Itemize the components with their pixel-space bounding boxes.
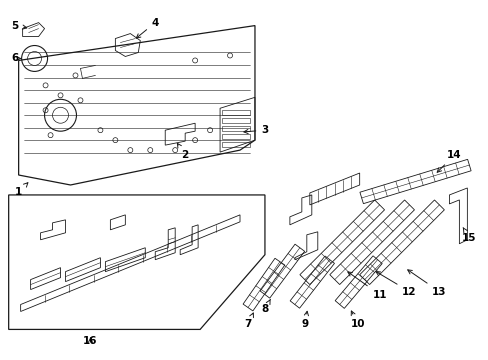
Text: 7: 7 bbox=[244, 313, 253, 329]
Bar bbox=[222, 118, 249, 123]
Bar bbox=[222, 110, 249, 115]
Text: 4: 4 bbox=[136, 18, 159, 38]
Bar bbox=[222, 142, 249, 147]
Text: 12: 12 bbox=[375, 272, 416, 297]
Text: 8: 8 bbox=[261, 299, 270, 315]
Text: 9: 9 bbox=[301, 311, 308, 329]
Text: 3: 3 bbox=[244, 125, 268, 135]
Bar bbox=[222, 134, 249, 139]
Text: 1: 1 bbox=[15, 183, 28, 197]
Text: 10: 10 bbox=[350, 311, 364, 329]
Text: 5: 5 bbox=[11, 21, 27, 31]
Text: 2: 2 bbox=[177, 143, 188, 160]
Text: 15: 15 bbox=[461, 228, 476, 243]
Text: 11: 11 bbox=[347, 272, 386, 300]
Bar bbox=[222, 126, 249, 131]
Text: 16: 16 bbox=[83, 336, 98, 346]
Text: 13: 13 bbox=[407, 270, 446, 297]
Text: 14: 14 bbox=[436, 150, 461, 172]
Text: 6: 6 bbox=[11, 54, 21, 63]
